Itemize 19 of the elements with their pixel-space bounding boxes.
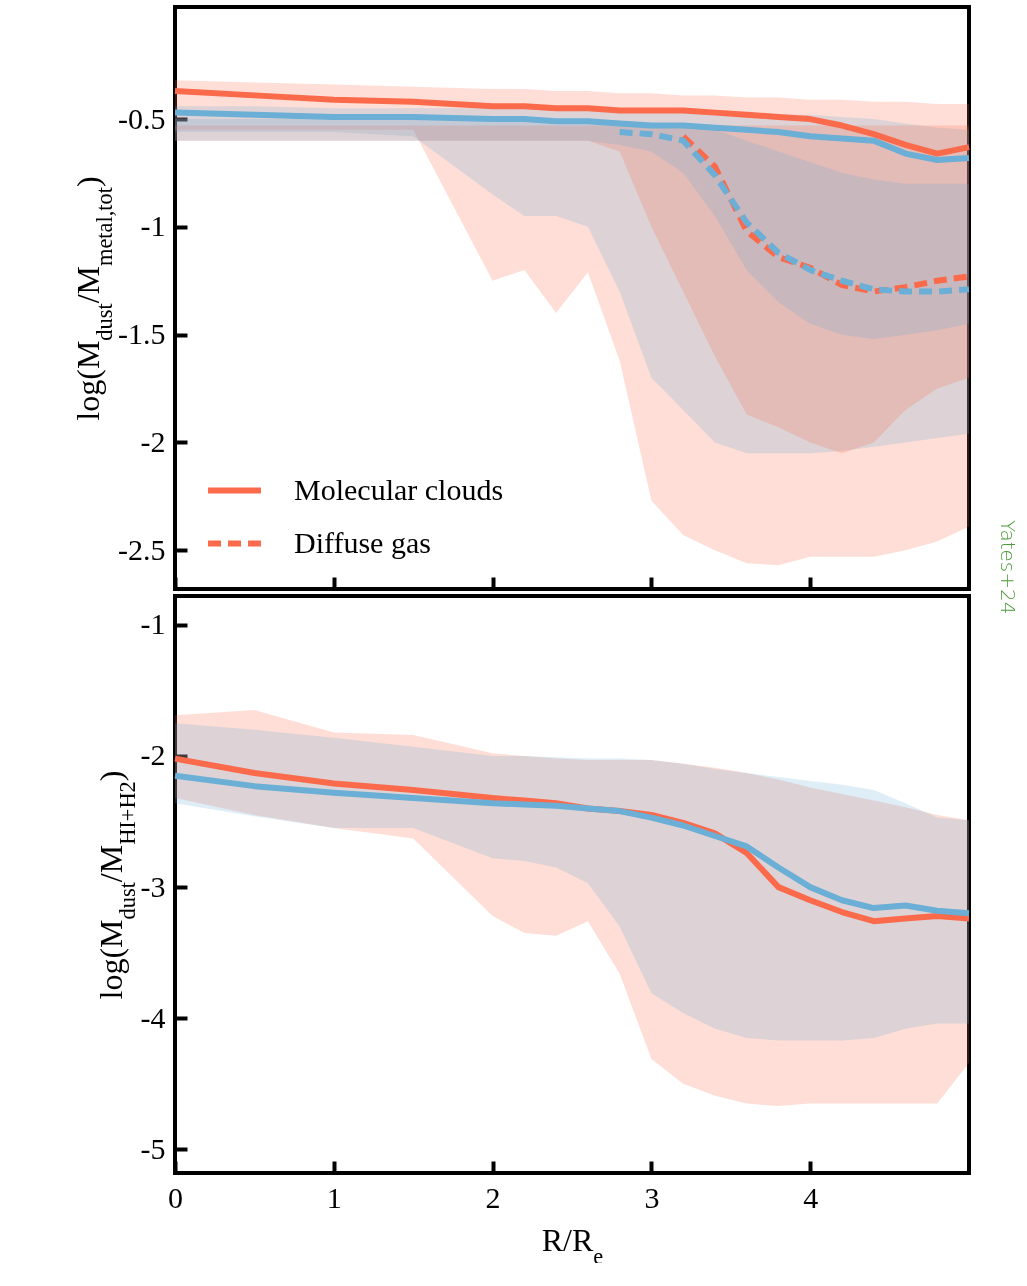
- text: Yates+24: [996, 520, 1020, 615]
- y-tick-label: -1: [140, 607, 166, 641]
- y-tick-label: -3: [140, 869, 166, 903]
- x-tick-label: 4: [803, 1180, 819, 1214]
- y-tick-label: -2.5: [118, 532, 166, 566]
- legend-label: Molecular clouds: [294, 472, 504, 506]
- x-tick-label: 0: [168, 1180, 183, 1214]
- y-tick-label: -5: [140, 1131, 166, 1165]
- y-tick-label: -2: [140, 738, 166, 772]
- x-tick-label: 1: [326, 1180, 342, 1214]
- x-tick-label: 2: [485, 1180, 501, 1214]
- y-tick-label: -4: [140, 1000, 166, 1034]
- y-tick-label: -1: [140, 209, 166, 243]
- y-tick-label: -0.5: [118, 101, 166, 135]
- y-tick-label: -2: [140, 424, 166, 458]
- legend-label: Diffuse gas: [294, 525, 431, 559]
- x-axis-title: R/R$_{e}$: [541, 1221, 604, 1268]
- y-tick-label: -1.5: [118, 317, 166, 351]
- x-tick-label: 3: [644, 1180, 660, 1214]
